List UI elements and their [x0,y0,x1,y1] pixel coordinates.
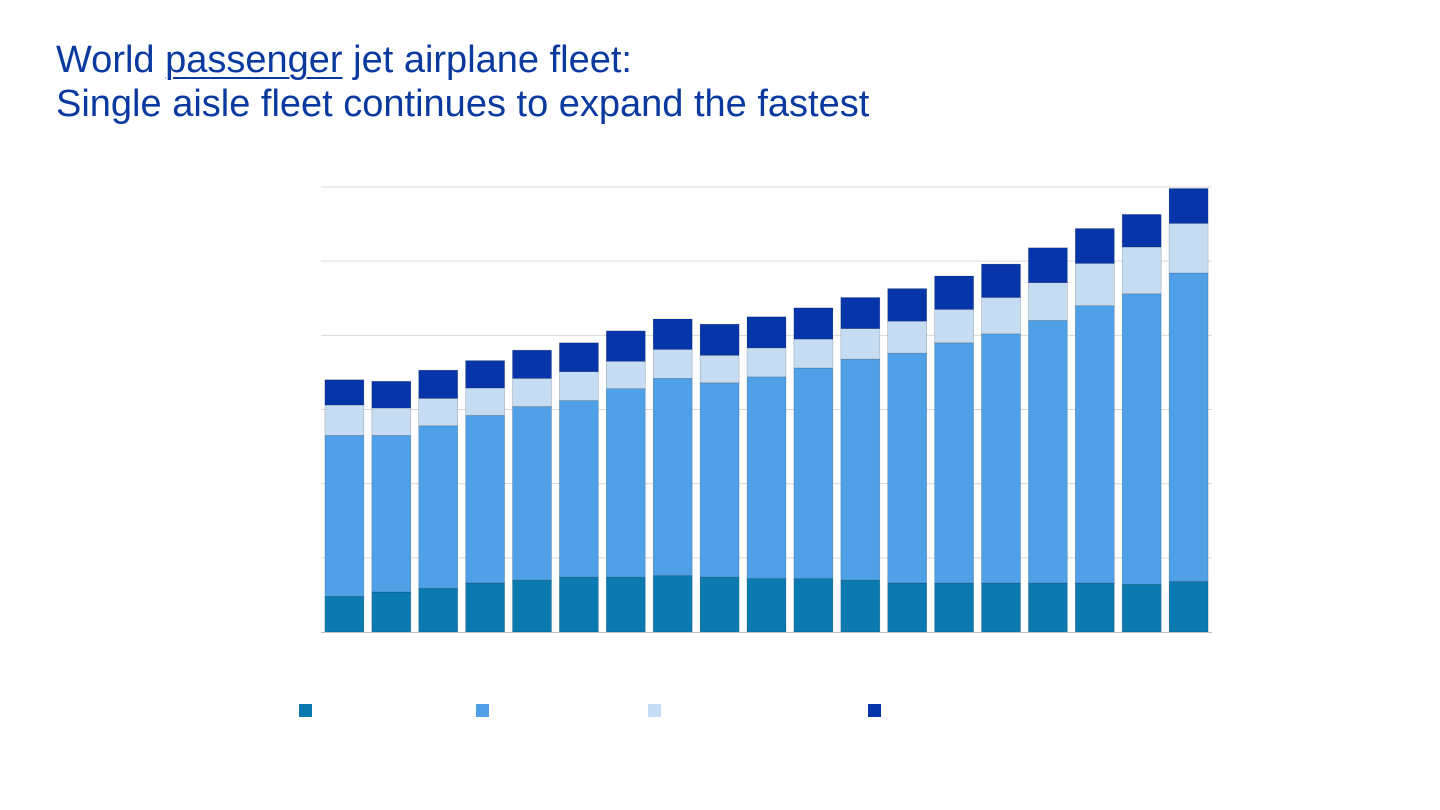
bar-5-segment-2 [512,406,552,581]
bar-18-segment-4 [1121,214,1162,248]
bar-12-segment-4 [840,297,881,329]
bar-13-segment-2 [887,352,928,584]
bar-12-segment-3 [840,328,881,360]
bar-11-segment-1 [793,578,834,633]
bar-9-segment-4 [699,323,740,356]
bar-10-segment-2 [746,376,787,579]
title-line1-suffix: jet airplane fleet: [342,39,632,81]
bar-18-segment-2 [1121,293,1162,585]
bar-17-segment-3 [1075,263,1115,306]
bar-1-segment-2 [324,435,365,597]
bar-16-segment-3 [1028,282,1068,321]
bar-1-segment-3 [324,404,365,436]
bar-14-segment-1 [934,582,974,633]
bar-10-segment-1 [746,578,787,633]
bar-4-segment-4 [465,360,505,389]
bar-4-segment-1 [465,582,505,633]
bar-9-segment-1 [699,576,740,633]
bar-17-segment-2 [1075,305,1115,584]
bar-12-segment-2 [840,358,881,581]
bar-19-segment-2 [1168,272,1209,582]
legend-swatch-3 [648,704,661,717]
bars [324,188,1209,633]
bar-8-segment-1 [652,575,693,633]
bar-15-segment-1 [981,582,1021,633]
bar-13-segment-1 [887,582,928,633]
bar-6-segment-2 [559,400,599,578]
bar-7-segment-2 [605,388,646,578]
bar-6-segment-3 [559,371,599,401]
bar-19-segment-1 [1168,581,1209,633]
bar-16-segment-1 [1028,582,1068,633]
bar-19-segment-3 [1168,223,1209,274]
bar-2-segment-4 [371,380,412,409]
bar-10-segment-4 [746,316,787,349]
bar-17-segment-1 [1075,582,1115,633]
bar-16-segment-2 [1028,320,1068,584]
bar-7-segment-1 [605,576,646,633]
bar-16-segment-4 [1028,247,1068,284]
bar-5-segment-4 [512,349,552,379]
legend-swatch-2 [476,704,489,717]
bar-7-segment-3 [605,360,646,389]
bar-2-segment-3 [371,407,412,436]
bar-3-segment-3 [418,398,459,427]
bar-3-segment-4 [418,369,459,399]
bar-8-segment-4 [652,318,693,350]
bar-14-segment-4 [934,275,974,310]
bar-4-segment-2 [465,415,505,584]
legend-swatch-4 [868,704,881,717]
bar-6-segment-4 [559,342,599,372]
bar-9-segment-3 [699,355,740,384]
legend-swatch-1 [299,704,312,717]
bar-15-segment-2 [981,333,1021,584]
bar-13-segment-4 [887,288,928,322]
title-line1-prefix: World [56,39,166,81]
bar-14-segment-3 [934,309,974,344]
bar-1-segment-1 [324,596,365,633]
bar-11-segment-3 [793,338,834,369]
bar-2-segment-1 [371,591,412,633]
bar-7-segment-4 [605,330,646,362]
bar-4-segment-3 [465,387,505,416]
bar-15-segment-4 [981,263,1021,298]
bar-18-segment-1 [1121,584,1162,633]
bar-14-segment-2 [934,342,974,584]
bar-12-segment-1 [840,579,881,633]
chart-title: World passenger jet airplane fleet: Sing… [56,38,869,126]
title-emphasis-passenger: passenger [165,39,343,81]
bar-8-segment-2 [652,378,693,576]
bar-2-segment-2 [371,435,412,593]
bar-1-segment-4 [324,379,365,406]
bar-6-segment-1 [559,576,599,633]
bar-9-segment-2 [699,382,740,578]
bar-11-segment-2 [793,367,834,579]
legend [299,704,881,717]
title-line2: Single aisle fleet continues to expand t… [56,83,870,125]
bar-19-segment-4 [1168,188,1209,224]
bar-13-segment-3 [887,320,928,354]
bar-8-segment-3 [652,349,693,379]
bar-5-segment-3 [512,378,552,407]
bar-5-segment-1 [512,579,552,633]
bar-11-segment-4 [793,307,834,340]
bar-15-segment-3 [981,297,1021,335]
bar-10-segment-3 [746,347,787,378]
bar-3-segment-2 [418,425,459,589]
bar-17-segment-4 [1075,228,1115,264]
bar-18-segment-3 [1121,246,1162,295]
bar-3-segment-1 [418,587,459,633]
